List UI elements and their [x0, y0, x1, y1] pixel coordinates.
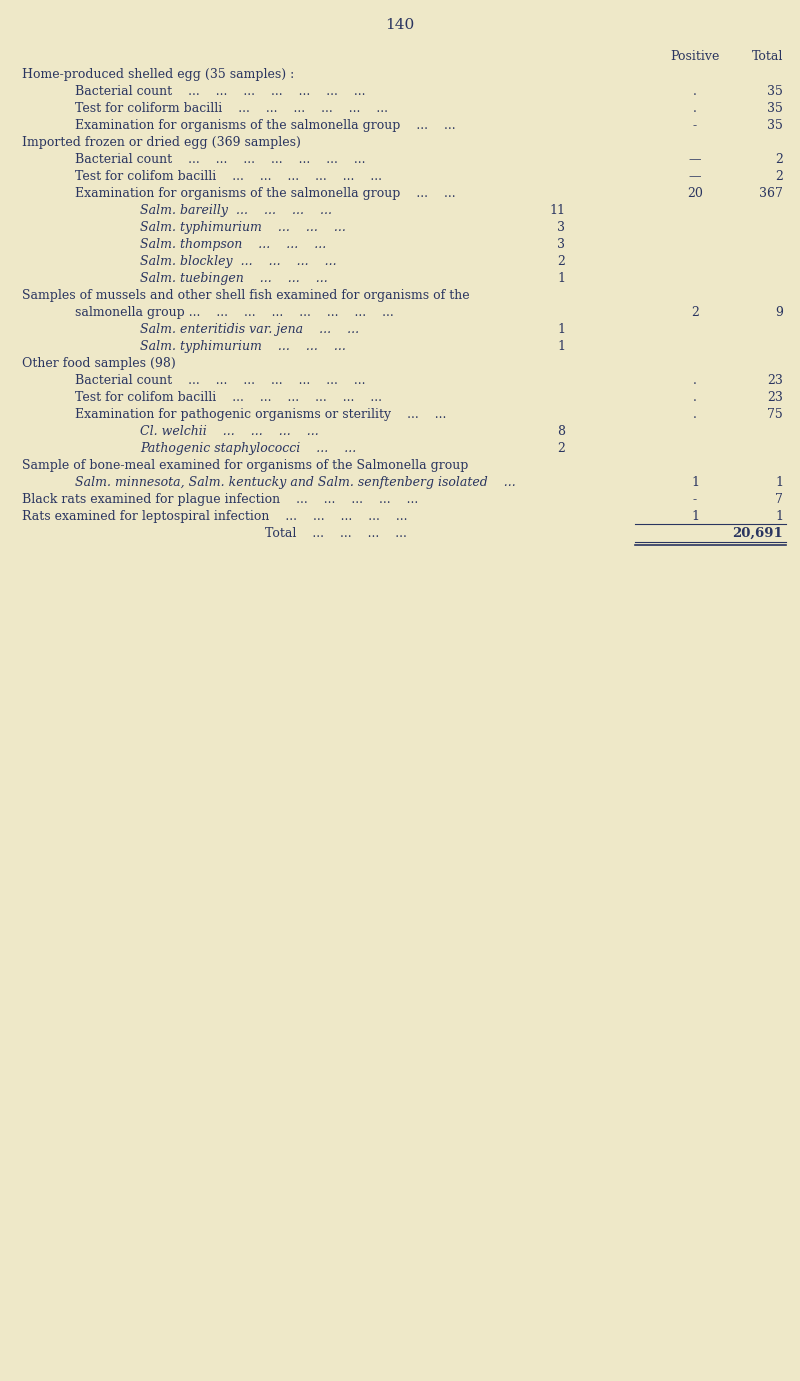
Text: Home-produced shelled egg (35 samples) :: Home-produced shelled egg (35 samples) : [22, 68, 294, 81]
Text: Pathogenic staphylococci    ...    ...: Pathogenic staphylococci ... ... [140, 442, 356, 454]
Text: Cl. welchii    ...    ...    ...    ...: Cl. welchii ... ... ... ... [140, 425, 318, 438]
Text: Other food samples (98): Other food samples (98) [22, 358, 176, 370]
Text: 2: 2 [775, 170, 783, 184]
Text: 35: 35 [767, 102, 783, 115]
Text: .: . [693, 102, 697, 115]
Text: -: - [693, 119, 697, 133]
Text: .: . [693, 407, 697, 421]
Text: Samples of mussels and other shell fish examined for organisms of the: Samples of mussels and other shell fish … [22, 289, 470, 302]
Text: 35: 35 [767, 86, 783, 98]
Text: 20: 20 [687, 186, 703, 200]
Text: Sample of bone-meal examined for organisms of the Salmonella group: Sample of bone-meal examined for organis… [22, 458, 468, 472]
Text: Salm. bareilly  ...    ...    ...    ...: Salm. bareilly ... ... ... ... [140, 204, 332, 217]
Text: 1: 1 [557, 272, 565, 284]
Text: 8: 8 [557, 425, 565, 438]
Text: —: — [689, 153, 702, 166]
Text: Positive: Positive [670, 50, 720, 64]
Text: Salm. minnesota, Salm. kentucky and Salm. senftenberg isolated    ...: Salm. minnesota, Salm. kentucky and Salm… [75, 476, 516, 489]
Text: 3: 3 [557, 238, 565, 251]
Text: Examination for organisms of the salmonella group    ...    ...: Examination for organisms of the salmone… [75, 186, 456, 200]
Text: Test for coliform bacilli    ...    ...    ...    ...    ...    ...: Test for coliform bacilli ... ... ... ..… [75, 102, 388, 115]
Text: .: . [693, 374, 697, 387]
Text: Bacterial count    ...    ...    ...    ...    ...    ...    ...: Bacterial count ... ... ... ... ... ... … [75, 86, 366, 98]
Text: Test for colifom bacilli    ...    ...    ...    ...    ...    ...: Test for colifom bacilli ... ... ... ...… [75, 170, 382, 184]
Text: .: . [693, 86, 697, 98]
Text: 1: 1 [557, 340, 565, 354]
Text: Salm. enteritidis var. jena    ...    ...: Salm. enteritidis var. jena ... ... [140, 323, 359, 336]
Text: 1: 1 [691, 476, 699, 489]
Text: 140: 140 [386, 18, 414, 32]
Text: 23: 23 [767, 374, 783, 387]
Text: Rats examined for leptospiral infection    ...    ...    ...    ...    ...: Rats examined for leptospiral infection … [22, 510, 407, 523]
Text: -: - [693, 493, 697, 505]
Text: 9: 9 [775, 307, 783, 319]
Text: 1: 1 [775, 476, 783, 489]
Text: Salm. typhimurium    ...    ...    ...: Salm. typhimurium ... ... ... [140, 221, 346, 233]
Text: 2: 2 [557, 255, 565, 268]
Text: 20,691: 20,691 [732, 528, 783, 540]
Text: Imported frozen or dried egg (369 samples): Imported frozen or dried egg (369 sample… [22, 135, 301, 149]
Text: Total: Total [752, 50, 783, 64]
Text: Salm. tuebingen    ...    ...    ...: Salm. tuebingen ... ... ... [140, 272, 328, 284]
Text: 1: 1 [557, 323, 565, 336]
Text: 1: 1 [775, 510, 783, 523]
Text: .: . [693, 391, 697, 405]
Text: 7: 7 [775, 493, 783, 505]
Text: 23: 23 [767, 391, 783, 405]
Text: 2: 2 [775, 153, 783, 166]
Text: —: — [689, 170, 702, 184]
Text: salmonella group ...    ...    ...    ...    ...    ...    ...    ...: salmonella group ... ... ... ... ... ...… [75, 307, 394, 319]
Text: 367: 367 [759, 186, 783, 200]
Text: Total    ...    ...    ...    ...: Total ... ... ... ... [265, 528, 407, 540]
Text: 2: 2 [691, 307, 699, 319]
Text: Salm. blockley  ...    ...    ...    ...: Salm. blockley ... ... ... ... [140, 255, 337, 268]
Text: Salm. typhimurium    ...    ...    ...: Salm. typhimurium ... ... ... [140, 340, 346, 354]
Text: 1: 1 [691, 510, 699, 523]
Text: Test for colifom bacilli    ...    ...    ...    ...    ...    ...: Test for colifom bacilli ... ... ... ...… [75, 391, 382, 405]
Text: 35: 35 [767, 119, 783, 133]
Text: 75: 75 [767, 407, 783, 421]
Text: Examination for organisms of the salmonella group    ...    ...: Examination for organisms of the salmone… [75, 119, 456, 133]
Text: Salm. thompson    ...    ...    ...: Salm. thompson ... ... ... [140, 238, 326, 251]
Text: 2: 2 [557, 442, 565, 454]
Text: Bacterial count    ...    ...    ...    ...    ...    ...    ...: Bacterial count ... ... ... ... ... ... … [75, 153, 366, 166]
Text: 3: 3 [557, 221, 565, 233]
Text: 11: 11 [549, 204, 565, 217]
Text: Black rats examined for plague infection    ...    ...    ...    ...    ...: Black rats examined for plague infection… [22, 493, 418, 505]
Text: Examination for pathogenic organisms or sterility    ...    ...: Examination for pathogenic organisms or … [75, 407, 446, 421]
Text: Bacterial count    ...    ...    ...    ...    ...    ...    ...: Bacterial count ... ... ... ... ... ... … [75, 374, 366, 387]
